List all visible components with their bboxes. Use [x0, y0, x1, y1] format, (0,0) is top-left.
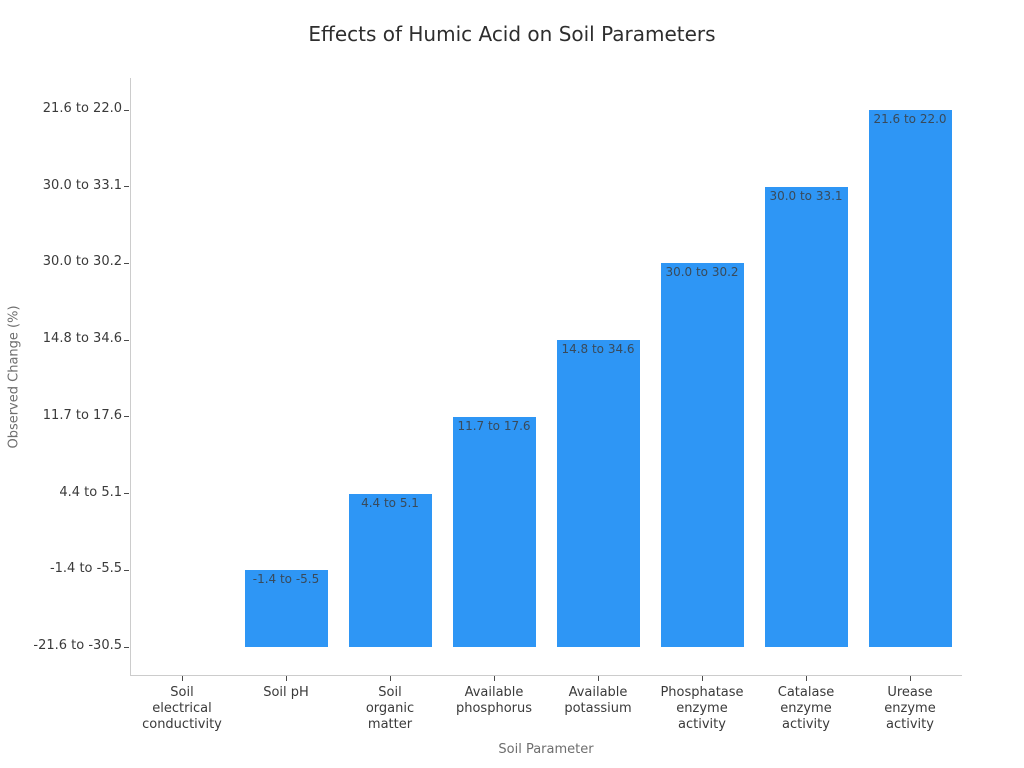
x-tick-label-soil-ph: Soil pH [221, 685, 351, 701]
y-tick-mark-6 [124, 186, 129, 188]
x-tick-label-line: phosphorus [455, 701, 533, 716]
x-tick-label-line: activity [782, 717, 830, 732]
y-tick-mark-3 [124, 416, 129, 418]
y-tick-mark-0 [124, 646, 129, 648]
chart-title: Effects of Humic Acid on Soil Parameters [308, 22, 716, 46]
y-tick-label-7: 21.6 to 22.0 [42, 101, 122, 116]
y-tick-label-5: 30.0 to 30.2 [42, 254, 122, 270]
x-tick-label-soil-organic-matter: Soil organic matter [325, 685, 455, 733]
bar-available-phosphorus [452, 416, 536, 647]
bar-soil-ph [244, 570, 328, 647]
x-tick-mark-soil-ph [285, 676, 287, 681]
x-tick-label-available-phosphorus: Available phosphorus [429, 685, 559, 717]
bar-value-label-phosphatase-enzyme-activity: 30.0 to 30.2 [665, 265, 739, 280]
x-tick-mark-urease-enzyme-activity [909, 676, 911, 681]
y-tick-mark-1 [124, 569, 129, 571]
plot-area: -1.4 to -5.5 4.4 to 5.1 11.7 to 17.6 14.8 t… [33, 78, 962, 732]
x-tick-mark-soil-electrical-conductivity [181, 676, 183, 681]
x-tick-label-phosphatase-enzyme-activity: Phosphatase enzyme activity [637, 685, 767, 733]
bar-available-potassium [556, 340, 640, 647]
x-tick-label-line: Soil [378, 685, 402, 700]
y-axis-line [130, 78, 131, 676]
x-tick-mark-available-potassium [597, 676, 599, 681]
x-tick-label-line: Soil pH [263, 685, 309, 700]
x-tick-label-urease-enzyme-activity: Urease enzyme activity [845, 685, 975, 733]
x-tick-label-line: activity [678, 717, 726, 732]
bar-value-label-available-potassium: 14.8 to 34.6 [561, 342, 635, 357]
x-tick-label-line: Soil [170, 685, 194, 700]
bar-value-label-catalase-enzyme-activity: 30.0 to 33.1 [769, 188, 843, 203]
x-tick-label-line: activity [886, 717, 934, 732]
x-tick-label-line: Available [464, 685, 524, 700]
bar-value-label-urease-enzyme-activity: 21.6 to 22.0 [873, 112, 947, 126]
bar-value-label-soil-ph: -1.4 to -5.5 [252, 572, 320, 587]
x-tick-mark-available-phosphorus [493, 676, 495, 681]
x-tick-label-line: electrical [152, 701, 212, 716]
x-tick-label-line: enzyme [884, 701, 936, 716]
x-tick-label-line: Urease [887, 685, 933, 700]
x-tick-label-soil-electrical-conductivity: Soil electrical conductivity [117, 685, 247, 733]
y-tick-label-1: -1.4 to -5.5 [49, 561, 122, 577]
bar-catalase-enzyme-activity [764, 186, 848, 647]
x-axis-line [130, 675, 962, 676]
bar-urease-enzyme-activity [868, 110, 952, 647]
x-tick-label-available-potassium: Available potassium [533, 685, 663, 717]
x-tick-label-catalase-enzyme-activity: Catalase enzyme activity [741, 685, 871, 733]
y-tick-label-2: 4.4 to 5.1 [59, 484, 122, 500]
y-tick-label-3: 11.7 to 17.6 [42, 407, 122, 423]
x-tick-label-line: enzyme [676, 701, 728, 716]
y-tick-mark-2 [124, 493, 129, 495]
y-tick-mark-4 [124, 339, 129, 341]
x-tick-mark-catalase-enzyme-activity [805, 676, 807, 681]
x-tick-label-line: matter [367, 717, 413, 732]
bar-value-label-soil-organic-matter: 4.4 to 5.1 [361, 495, 419, 510]
x-tick-label-line: Available [568, 685, 628, 700]
x-tick-label-line: conductivity [142, 717, 222, 732]
y-tick-mark-5 [124, 262, 129, 264]
bar-phosphatase-enzyme-activity [660, 263, 744, 647]
y-tick-label-4: 14.8 to 34.6 [42, 331, 122, 347]
x-tick-label-line: Phosphatase [660, 685, 744, 700]
x-axis-label: Soil Parameter [498, 742, 594, 757]
x-tick-label-line: organic [365, 701, 415, 716]
x-tick-label-line: Catalase [777, 685, 835, 700]
x-tick-mark-soil-organic-matter [389, 676, 391, 681]
y-tick-label-6: 30.0 to 33.1 [42, 177, 122, 193]
y-tick-label-0: -21.6 to -30.5 [33, 638, 122, 653]
bar-value-label-available-phosphorus: 11.7 to 17.6 [457, 418, 531, 433]
x-tick-mark-phosphatase-enzyme-activity [701, 676, 703, 681]
bar-soil-organic-matter [348, 493, 432, 647]
x-tick-label-line: enzyme [780, 701, 832, 716]
y-tick-mark-7 [124, 109, 129, 111]
x-tick-label-line: potassium [564, 701, 632, 716]
y-axis-label: Observed Change (%) [6, 305, 22, 449]
